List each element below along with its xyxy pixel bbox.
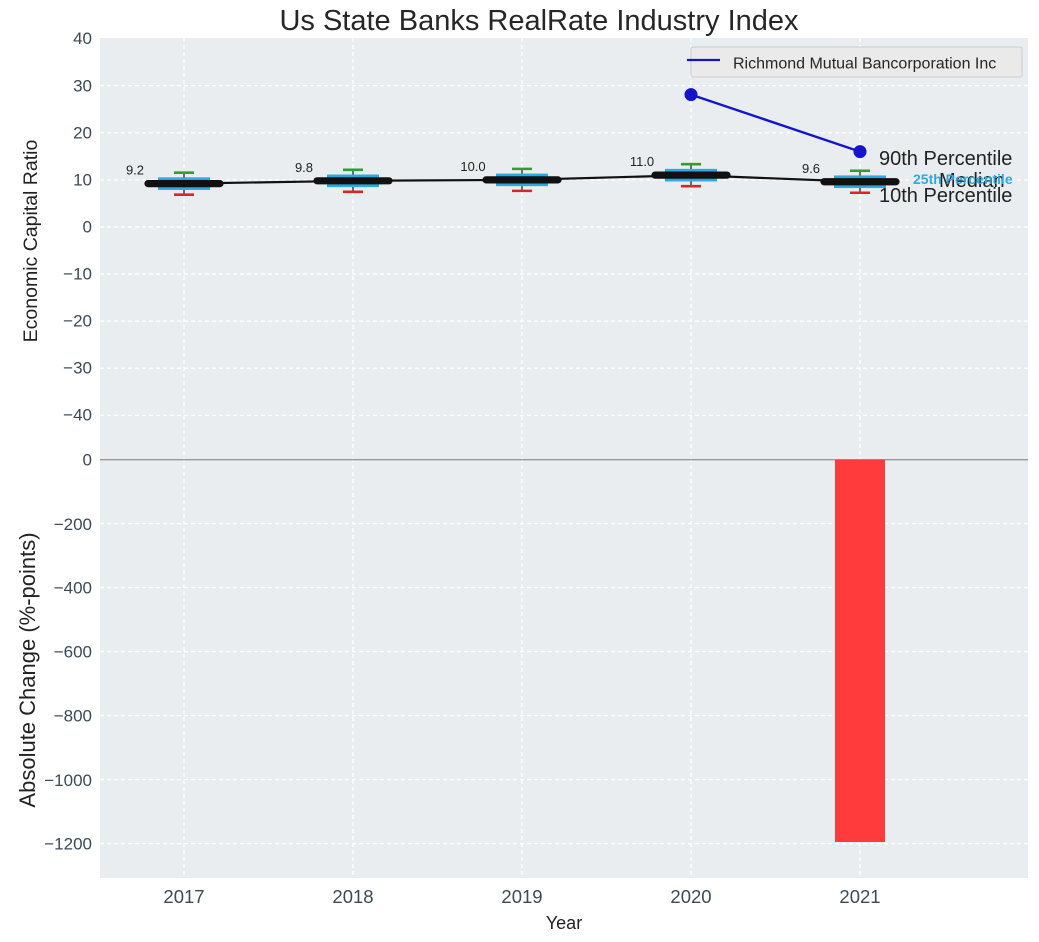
svg-text:11.0: 11.0 [630,154,654,169]
svg-text:−40: −40 [63,406,92,425]
svg-text:−600: −600 [54,642,92,661]
svg-text:2020: 2020 [670,886,711,907]
svg-text:2018: 2018 [332,886,373,907]
svg-text:0: 0 [83,451,92,470]
svg-text:−10: −10 [63,265,92,284]
svg-text:9.6: 9.6 [802,161,820,176]
svg-text:9.8: 9.8 [295,160,313,175]
svg-text:−200: −200 [54,515,92,534]
svg-text:20: 20 [73,124,92,143]
svg-text:9.2: 9.2 [126,163,144,178]
svg-text:2021: 2021 [839,886,880,907]
svg-text:0: 0 [83,218,92,237]
svg-text:10: 10 [73,171,92,190]
svg-text:−1000: −1000 [44,771,92,790]
svg-text:90th Percentile: 90th Percentile [879,148,1012,170]
svg-text:30: 30 [73,77,92,96]
svg-text:−1200: −1200 [44,834,92,853]
svg-text:2017: 2017 [163,886,204,907]
svg-text:−20: −20 [63,312,92,331]
svg-text:Economic Capital Ratio: Economic Capital Ratio [20,140,42,343]
svg-text:−30: −30 [63,359,92,378]
svg-text:10.0: 10.0 [460,159,485,174]
svg-text:−800: −800 [54,706,92,725]
svg-text:Us State Banks RealRate Indust: Us State Banks RealRate Industry Index [279,5,799,37]
svg-text:2019: 2019 [501,886,542,907]
svg-text:Absolute Change (%-points): Absolute Change (%-points) [15,532,40,807]
svg-text:Richmond Mutual Bancorporation: Richmond Mutual Bancorporation Inc [733,56,996,73]
svg-text:40: 40 [73,29,92,48]
svg-text:10th Percentile: 10th Percentile [879,185,1012,207]
svg-text:Year: Year [546,913,582,933]
svg-text:−400: −400 [54,578,92,597]
